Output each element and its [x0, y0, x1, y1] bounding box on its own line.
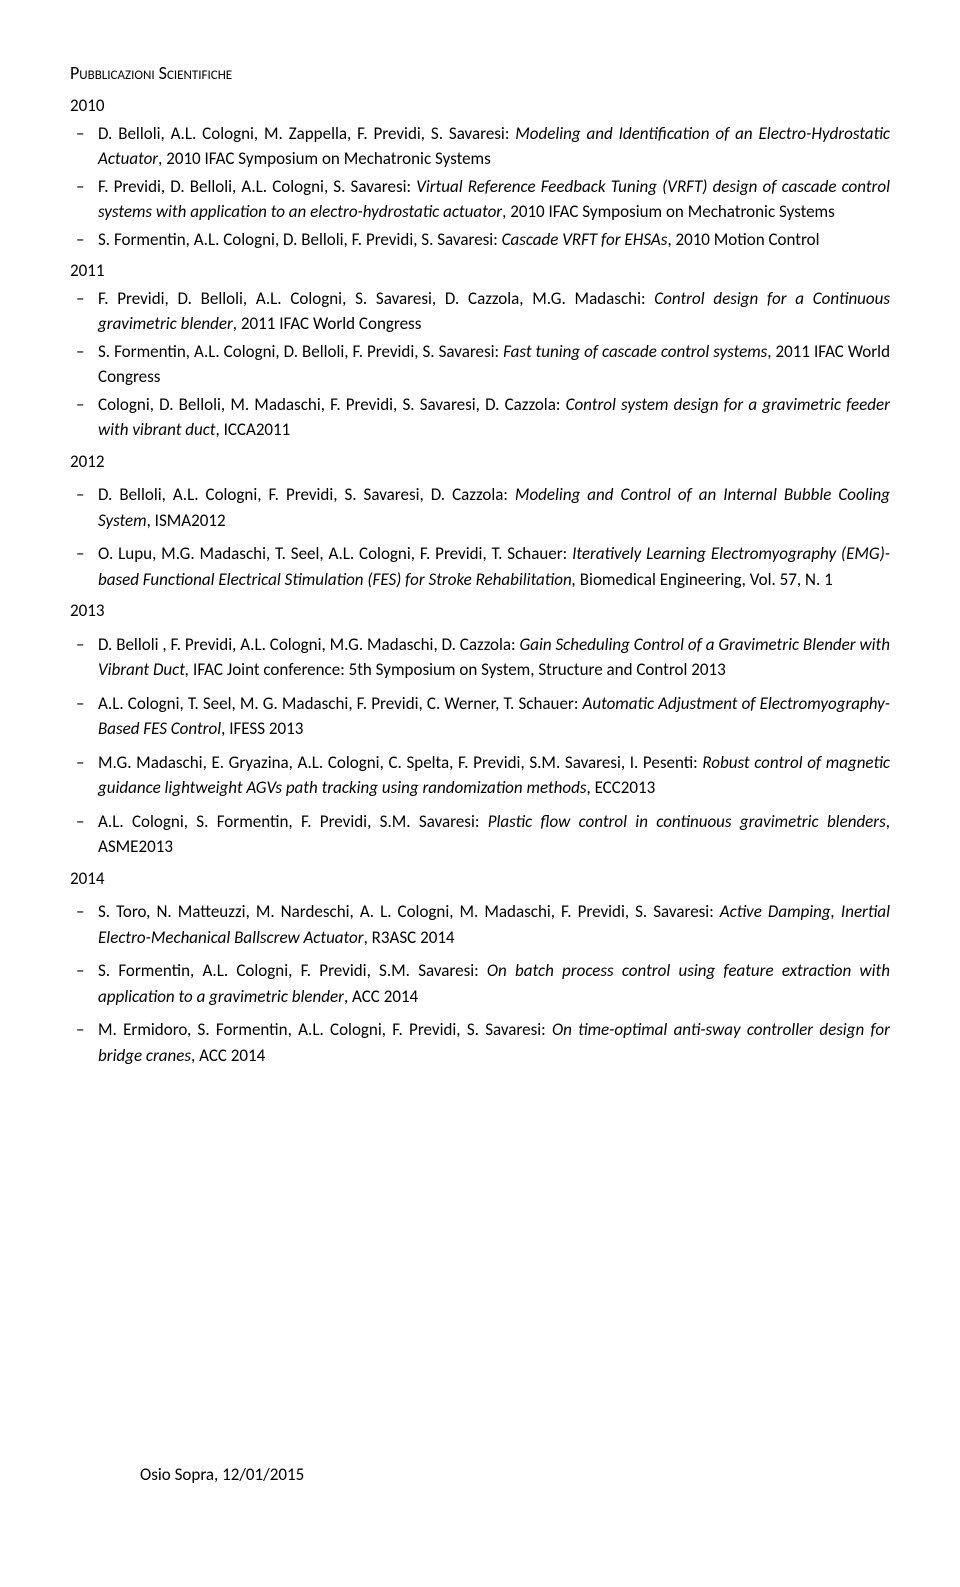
year-publications: D. Belloli, A.L. Cologni, F. Previdi, S.…: [70, 482, 890, 592]
pub-venue: Biomedical Engineering, Vol. 57, N. 1: [576, 569, 833, 590]
publication-item: S. Formentin, A.L. Cologni, F. Previdi, …: [70, 958, 890, 1009]
publications-list: 2010 D. Belloli, A.L. Cologni, M. Zappell…: [70, 93, 890, 1068]
pub-authors: D. Belloli, A.L. Cologni, M. Zappella, F…: [98, 123, 515, 144]
pub-authors: S. Formentin, A.L. Cologni, F. Previdi, …: [98, 960, 487, 981]
publication-item: S. Toro, N. Matteuzzi, M. Nardeschi, A. …: [70, 899, 890, 950]
pub-venue: , 2010 Motion Control: [667, 229, 819, 250]
pub-authors: D. Belloli, A.L. Cologni, F. Previdi, S.…: [98, 484, 515, 505]
pub-authors: F. Previdi, D. Belloli, A.L. Cologni, S.…: [98, 176, 416, 197]
pub-authors: A.L. Cologni, T. Seel, M. G. Madaschi, F…: [98, 693, 583, 714]
year-publications: F. Previdi, D. Belloli, A.L. Cologni, S.…: [70, 286, 890, 443]
pub-venue: , ACC 2014: [344, 986, 418, 1007]
year-heading: 2012: [70, 449, 890, 475]
pub-venue: , ISMA2012: [147, 510, 226, 531]
pub-venue: , 2010 IFAC Symposium on Mechatronic Sys…: [158, 148, 491, 169]
pub-venue: , ECC2013: [586, 777, 655, 798]
year-publications: S. Toro, N. Matteuzzi, M. Nardeschi, A. …: [70, 899, 890, 1068]
publication-item: M. Ermidoro, S. Formentin, A.L. Cologni,…: [70, 1017, 890, 1068]
pub-venue: , 2010 IFAC Symposium on Mechatronic Sys…: [502, 201, 835, 222]
pub-authors: M. Ermidoro, S. Formentin, A.L. Cologni,…: [98, 1019, 552, 1040]
publication-item: D. Belloli, A.L. Cologni, M. Zappella, F…: [70, 121, 890, 172]
pub-authors: D. Belloli , F. Previdi, A.L. Cologni, M…: [98, 634, 519, 655]
publication-item: M.G. Madaschi, E. Gryazina, A.L. Cologni…: [70, 750, 890, 801]
pub-authors: S. Toro, N. Matteuzzi, M. Nardeschi, A. …: [98, 901, 720, 922]
year-publications: D. Belloli, A.L. Cologni, M. Zappella, F…: [70, 121, 890, 253]
year-heading: 2011: [70, 258, 890, 284]
section-title: Pubblicazioni Scientifiche: [70, 60, 890, 87]
publication-item: D. Belloli, A.L. Cologni, F. Previdi, S.…: [70, 482, 890, 533]
year-heading: 2014: [70, 866, 890, 892]
pub-authors: M.G. Madaschi, E. Gryazina, A.L. Cologni…: [98, 752, 702, 773]
pub-venue: , IFESS 2013: [221, 718, 303, 739]
pub-venue: IFAC Joint conference: 5th Symposium on …: [189, 659, 726, 680]
pub-authors: A.L. Cologni, S. Formentin, F. Previdi, …: [98, 811, 488, 832]
pub-venue: , ICCA2011: [215, 419, 290, 440]
footer-text: Osio Sopra, 12/01/2015: [140, 1462, 304, 1488]
publication-item: Cologni, D. Belloli, M. Madaschi, F. Pre…: [70, 392, 890, 443]
pub-authors: S. Formentin, A.L. Cologni, D. Belloli, …: [98, 341, 503, 362]
publication-item: F. Previdi, D. Belloli, A.L. Cologni, S.…: [70, 286, 890, 337]
year-heading: 2013: [70, 598, 890, 624]
pub-authors: Cologni, D. Belloli, M. Madaschi, F. Pre…: [98, 394, 566, 415]
pub-title: Plastic flow control in continuous gravi…: [488, 811, 886, 832]
year-heading: 2010: [70, 93, 890, 119]
pub-venue: , R3ASC 2014: [364, 927, 455, 948]
pub-venue: , 2011 IFAC World Congress: [233, 313, 422, 334]
publication-item: S. Formentin, A.L. Cologni, D. Belloli, …: [70, 339, 890, 390]
publication-item: A.L. Cologni, T. Seel, M. G. Madaschi, F…: [70, 691, 890, 742]
publication-item: O. Lupu, M.G. Madaschi, T. Seel, A.L. Co…: [70, 541, 890, 592]
pub-venue: , ACC 2014: [191, 1045, 265, 1066]
publication-item: S. Formentin, A.L. Cologni, D. Belloli, …: [70, 227, 890, 253]
pub-authors: S. Formentin, A.L. Cologni, D. Belloli, …: [98, 229, 502, 250]
pub-title: Fast tuning of cascade control systems: [503, 341, 767, 362]
publication-item: F. Previdi, D. Belloli, A.L. Cologni, S.…: [70, 174, 890, 225]
publication-item: A.L. Cologni, S. Formentin, F. Previdi, …: [70, 809, 890, 860]
publication-item: D. Belloli , F. Previdi, A.L. Cologni, M…: [70, 632, 890, 683]
pub-authors: F. Previdi, D. Belloli, A.L. Cologni, S.…: [98, 288, 654, 309]
year-publications: D. Belloli , F. Previdi, A.L. Cologni, M…: [70, 632, 890, 860]
pub-authors: O. Lupu, M.G. Madaschi, T. Seel, A.L. Co…: [98, 543, 572, 564]
pub-title: Cascade VRFT for EHSAs: [502, 229, 668, 250]
